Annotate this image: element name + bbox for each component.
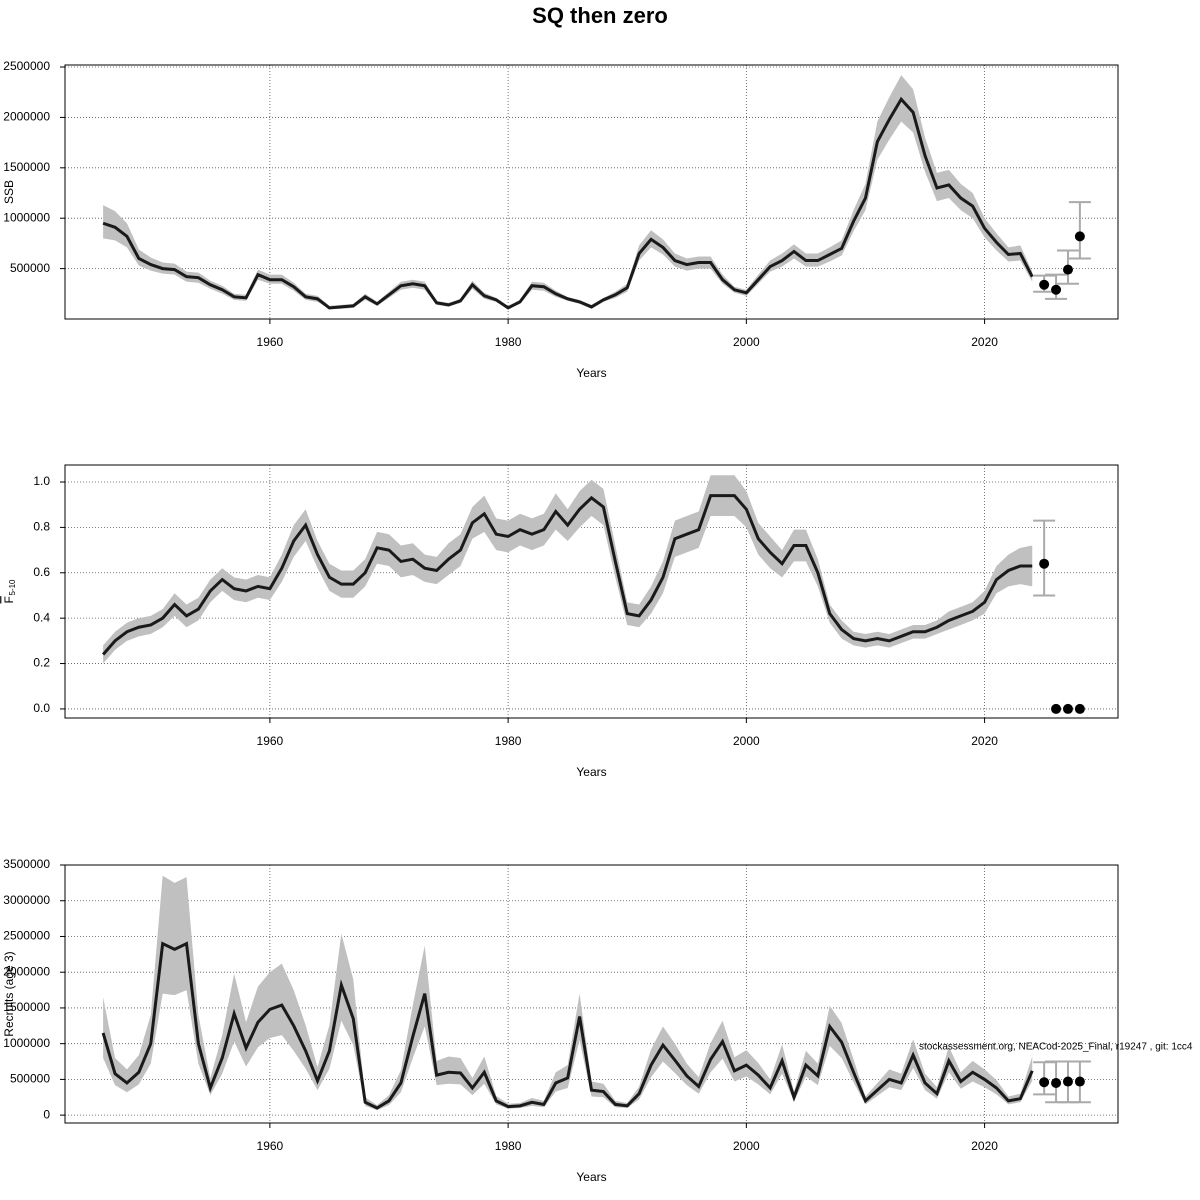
x-tick-label: 2000 (733, 335, 760, 349)
y-axis-label-group: F5-10 (2, 579, 17, 604)
y-tick-label: 0 (43, 1107, 50, 1121)
y-tick-label: 0.8 (33, 520, 50, 534)
forecast-point (1051, 1077, 1062, 1088)
forecast-point (1051, 284, 1062, 295)
estimate-line (102, 96, 1034, 310)
y-tick-label: 2500000 (3, 59, 50, 73)
estimate-line (101, 941, 1034, 1110)
x-tick-label: 2020 (971, 734, 998, 748)
y-tick-label: 0.6 (33, 565, 50, 579)
confidence-band (103, 75, 1033, 309)
y-tick-label: 3000000 (3, 893, 50, 907)
x-tick-label: 2020 (971, 1139, 998, 1153)
plot-frame (64, 864, 1119, 1124)
y-axis-label: Recruits (age 3) (2, 951, 16, 1036)
y-tick-label: 500000 (10, 261, 50, 275)
y-tick-label: 500000 (10, 1072, 50, 1086)
y-tick-label: 1000000 (3, 1036, 50, 1050)
y-tick-label: 1500000 (3, 1000, 50, 1014)
forecast-point (1051, 703, 1062, 714)
forecast-point (1039, 279, 1050, 290)
forecast-point (1074, 1076, 1085, 1087)
page-title: SQ then zero (532, 3, 668, 28)
x-tick-label: 2020 (971, 335, 998, 349)
forecast-point (1039, 1077, 1050, 1088)
x-axis-label: Years (576, 366, 606, 380)
y-tick-label: 2500000 (3, 929, 50, 943)
y-tick-label: 0.4 (33, 610, 50, 624)
forecast-point (1039, 558, 1050, 569)
confidence-band (103, 475, 1033, 664)
x-tick-label: 1980 (495, 335, 522, 349)
x-tick-label: 1980 (495, 734, 522, 748)
forecast-point (1062, 703, 1073, 714)
forecast-point (1074, 231, 1085, 242)
y-tick-label: 2000000 (3, 964, 50, 978)
x-axis-label: Years (576, 1170, 606, 1184)
x-axis-label: Years (576, 765, 606, 779)
x-tick-label: 1980 (495, 1139, 522, 1153)
y-tick-label: 2000000 (3, 110, 50, 124)
x-tick-label: 1960 (257, 734, 284, 748)
estimate-line (101, 494, 1033, 656)
x-tick-label: 2000 (733, 1139, 760, 1153)
forecast-point (1062, 264, 1073, 275)
y-tick-label: 1.0 (33, 474, 50, 488)
y-axis-label-subscript: 5-10 (8, 579, 17, 596)
x-tick-label: 2000 (733, 734, 760, 748)
y-tick-label: 0.0 (33, 701, 50, 715)
forecast-point (1062, 1076, 1073, 1087)
plot-frame (64, 64, 1119, 320)
y-tick-label: 3500000 (3, 857, 50, 871)
footnote: stockassessment.org, NEACod-2025_Final, … (919, 1042, 1193, 1053)
x-tick-label: 1960 (257, 335, 284, 349)
y-axis-label-group: SSB (2, 180, 16, 204)
plot-frame (64, 464, 1119, 719)
y-axis-label-group: Recruits (age 3) (2, 951, 16, 1036)
y-tick-label: 1500000 (3, 160, 50, 174)
y-tick-label: 1000000 (3, 210, 50, 224)
y-axis-label: F (2, 596, 16, 603)
forecast-point (1074, 703, 1085, 714)
y-axis-label: SSB (2, 180, 16, 204)
x-tick-label: 1960 (257, 1139, 284, 1153)
y-tick-label: 0.2 (33, 656, 50, 670)
